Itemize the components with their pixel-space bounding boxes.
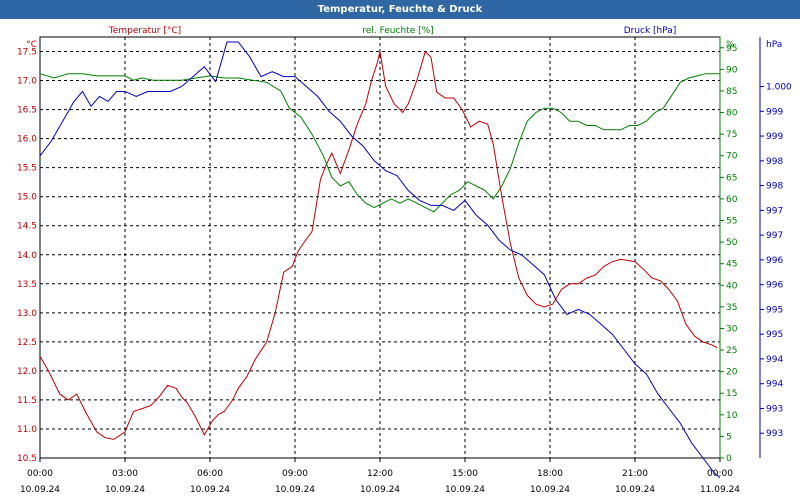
humidity-tick-label: 60	[726, 195, 738, 205]
pressure-tick-label: 995	[766, 305, 783, 315]
temperature-series-line	[39, 50, 718, 440]
humidity-tick-label: 85	[726, 87, 737, 97]
humidity-tick-label: 75	[726, 130, 737, 140]
pressure-tick-label: 999	[766, 107, 783, 117]
humidity-tick-label: 30	[726, 324, 738, 334]
pressure-tick-label: 994	[766, 380, 783, 390]
temperature-tick-label: 11.5	[17, 396, 37, 406]
humidity-tick-label: 70	[726, 152, 738, 162]
temperature-series-title: Temperatur [°C]	[108, 26, 181, 36]
humidity-series-title: rel. Feuchte [%]	[362, 26, 433, 36]
humidity-tick-label: 90	[726, 65, 738, 75]
x-tick-time-label: 12:00	[367, 469, 393, 479]
temperature-tick-label: 13.0	[17, 309, 37, 319]
pressure-tick-label: 997	[766, 206, 783, 216]
x-tick-date-label: 10.09.24	[105, 485, 145, 495]
pressure-tick-label: 997	[766, 231, 783, 241]
temperature-tick-label: 11.0	[17, 425, 37, 435]
humidity-tick-label: 15	[726, 389, 737, 399]
temperature-tick-label: 12.5	[17, 338, 37, 348]
pressure-series-title: Druck [hPa]	[624, 26, 677, 36]
temperature-tick-label: 14.5	[17, 222, 37, 232]
x-tick-time-label: 00:00	[707, 469, 733, 479]
humidity-tick-label: 5	[726, 432, 732, 442]
x-tick-date-label: 10.09.24	[360, 485, 400, 495]
x-tick-time-label: 06:00	[197, 469, 223, 479]
humidity-tick-label: 45	[726, 260, 737, 270]
pressure-tick-label: 993	[766, 404, 783, 414]
x-tick-date-label: 10.09.24	[530, 485, 570, 495]
temperature-tick-label: 13.5	[17, 280, 37, 290]
x-tick-time-label: 03:00	[112, 469, 138, 479]
x-tick-date-label: 10.09.24	[275, 485, 315, 495]
pressure-tick-label: 996	[766, 281, 783, 291]
temperature-tick-label: 16.5	[17, 106, 37, 116]
humidity-series-line	[39, 73, 720, 213]
pressure-tick-label: 996	[766, 256, 783, 266]
x-tick-time-label: 09:00	[282, 469, 308, 479]
pressure-tick-label: 995	[766, 330, 783, 340]
temperature-tick-label: 16.0	[17, 135, 37, 145]
temperature-tick-label: 15.5	[17, 164, 37, 174]
temperature-tick-label: 10.5	[17, 454, 37, 464]
humidity-tick-label: 0	[726, 454, 732, 464]
humidity-tick-label: 95	[726, 44, 737, 54]
temperature-unit-label: °C	[26, 40, 37, 50]
x-tick-date-label: 10.09.24	[190, 485, 230, 495]
temperature-tick-label: 17.0	[17, 77, 37, 87]
pressure-tick-label: 993	[766, 429, 783, 439]
x-tick-date-label: 10.09.24	[445, 485, 485, 495]
pressure-tick-label: 999	[766, 132, 783, 142]
temperature-tick-label: 17.5	[17, 48, 37, 58]
x-tick-time-label: 00:00	[27, 469, 53, 479]
humidity-tick-label: 65	[726, 173, 737, 183]
humidity-tick-label: 40	[726, 281, 738, 291]
humidity-tick-label: 35	[726, 303, 737, 313]
pressure-tick-label: 998	[766, 157, 783, 167]
pressure-series-line	[39, 41, 721, 479]
pressure-tick-label: 998	[766, 182, 783, 192]
humidity-tick-label: 20	[726, 368, 738, 378]
humidity-tick-label: 25	[726, 346, 737, 356]
pressure-tick-label: 1.000	[766, 83, 792, 93]
pressure-unit-label: hPa	[766, 40, 782, 50]
humidity-tick-label: 55	[726, 217, 737, 227]
x-tick-date-label: 10.09.24	[615, 485, 655, 495]
humidity-tick-label: 10	[726, 411, 738, 421]
x-tick-time-label: 15:00	[452, 469, 478, 479]
chart-title: Temperatur, Feuchte & Druck	[0, 0, 800, 19]
x-tick-time-label: 18:00	[537, 469, 563, 479]
humidity-unit-label: %	[726, 40, 735, 50]
pressure-tick-label: 994	[766, 355, 783, 365]
temperature-tick-label: 12.0	[17, 367, 37, 377]
x-tick-time-label: 21:00	[622, 469, 648, 479]
x-tick-date-label: 11.09.24	[700, 485, 740, 495]
temperature-tick-label: 15.0	[17, 193, 37, 203]
x-tick-date-label: 10.09.24	[20, 485, 60, 495]
temperature-tick-label: 14.0	[17, 251, 37, 261]
humidity-tick-label: 50	[726, 238, 738, 248]
humidity-tick-label: 80	[726, 109, 738, 119]
